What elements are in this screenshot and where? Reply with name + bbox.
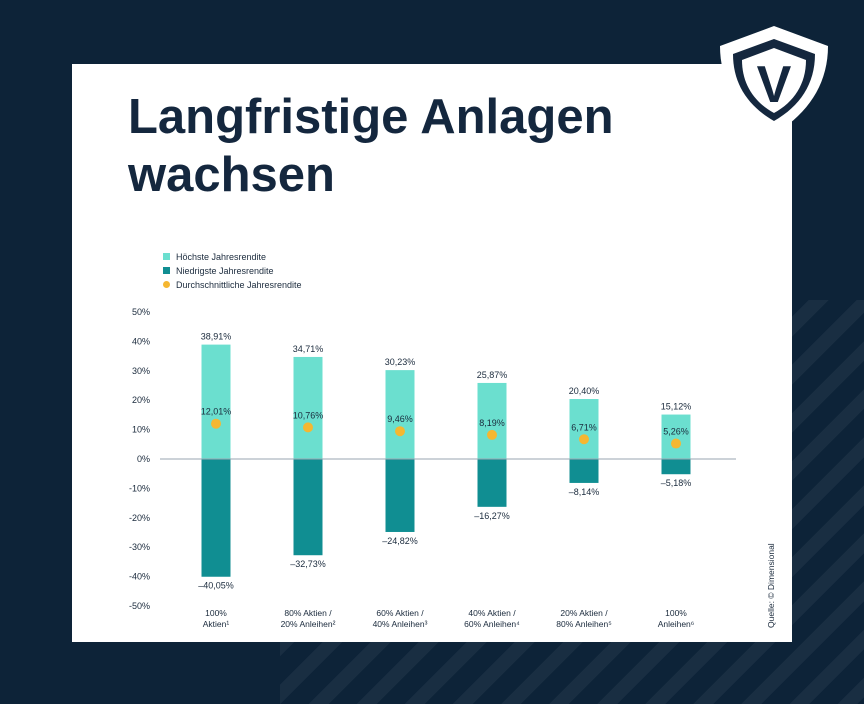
title-line-2: wachsen <box>128 148 335 202</box>
x-tick-label: 20% Aktien / <box>560 608 608 618</box>
data-label-highest: 15,12% <box>661 402 692 412</box>
data-label-average: 6,71% <box>571 422 597 432</box>
average-point <box>671 438 681 449</box>
data-label-highest: 30,23% <box>385 357 416 367</box>
data-label-highest: 34,71% <box>293 344 324 354</box>
y-tick-label: 20% <box>132 395 150 405</box>
x-tick-label: 80% Anleihen⁵ <box>556 619 612 629</box>
data-label-highest: 25,87% <box>477 370 508 380</box>
y-tick-label: 40% <box>132 336 150 346</box>
bar-lowest <box>201 459 231 577</box>
chart-card: Langfristige Anlagen wachsen <box>72 64 792 642</box>
bar-highest <box>385 370 415 459</box>
bar-highest <box>477 382 507 459</box>
bar-highest <box>569 399 599 459</box>
data-label-lowest: –8,14% <box>569 487 600 497</box>
data-label-average: 9,46% <box>387 414 413 424</box>
average-point <box>303 422 313 433</box>
bar-highest <box>201 344 231 459</box>
y-tick-label: -40% <box>129 572 150 582</box>
data-label-average: 8,19% <box>479 418 505 428</box>
average-point <box>395 426 405 437</box>
y-tick-label: -30% <box>129 542 150 552</box>
bar-lowest <box>569 459 599 483</box>
bar-lowest <box>661 459 691 475</box>
bar-lowest <box>293 459 323 556</box>
x-tick-label: 40% Aktien / <box>468 608 516 618</box>
data-label-average: 10,76% <box>293 410 324 420</box>
y-tick-label: -10% <box>129 483 150 493</box>
x-tick-label: Anleihen⁶ <box>658 619 695 629</box>
average-point <box>487 429 497 440</box>
shield-logo-icon: V <box>720 26 828 134</box>
data-label-average: 5,26% <box>663 427 689 437</box>
average-point <box>579 434 589 445</box>
x-tick-label: 60% Anleihen⁴ <box>464 619 520 629</box>
data-label-lowest: –5,18% <box>661 478 692 488</box>
data-label-lowest: –24,82% <box>382 536 418 546</box>
x-tick-label: 60% Aktien / <box>376 608 424 618</box>
average-point <box>211 418 221 429</box>
x-tick-label: 40% Anleihen³ <box>373 619 428 629</box>
source-note: Quelle: © Dimensional <box>766 543 776 628</box>
data-label-lowest: –32,73% <box>290 559 326 569</box>
legend-label: Niedrigste Jahresrendite <box>176 266 274 276</box>
data-label-highest: 38,91% <box>201 332 232 342</box>
legend-swatch <box>163 267 170 274</box>
legend-label: Durchschnittliche Jahresrendite <box>176 280 302 290</box>
y-tick-label: -20% <box>129 513 150 523</box>
x-tick-label: Aktien¹ <box>203 619 230 629</box>
bar-lowest <box>385 459 415 532</box>
data-label-highest: 20,40% <box>569 386 600 396</box>
bar-highest <box>293 356 323 459</box>
legend-swatch <box>163 281 170 288</box>
bar-lowest <box>477 459 507 507</box>
legend-label: Höchste Jahresrendite <box>176 252 266 262</box>
data-label-average: 12,01% <box>201 407 232 417</box>
y-tick-label: 30% <box>132 366 150 376</box>
x-tick-label: 20% Anleihen² <box>281 619 336 629</box>
y-tick-label: 0% <box>137 454 150 464</box>
page-title: Langfristige Anlagen wachsen <box>128 88 728 204</box>
y-tick-label: 50% <box>132 307 150 317</box>
legend-swatch <box>163 253 170 260</box>
y-tick-label: 10% <box>132 425 150 435</box>
y-tick-label: -50% <box>129 601 150 611</box>
x-tick-label: 100% <box>665 608 687 618</box>
data-label-lowest: –16,27% <box>474 511 510 521</box>
bar-highest <box>661 414 691 459</box>
data-label-lowest: –40,05% <box>198 581 234 591</box>
logo-letter: V <box>757 56 792 114</box>
x-tick-label: 100% <box>205 608 227 618</box>
title-line-1: Langfristige Anlagen <box>128 90 614 144</box>
x-tick-label: 80% Aktien / <box>284 608 332 618</box>
